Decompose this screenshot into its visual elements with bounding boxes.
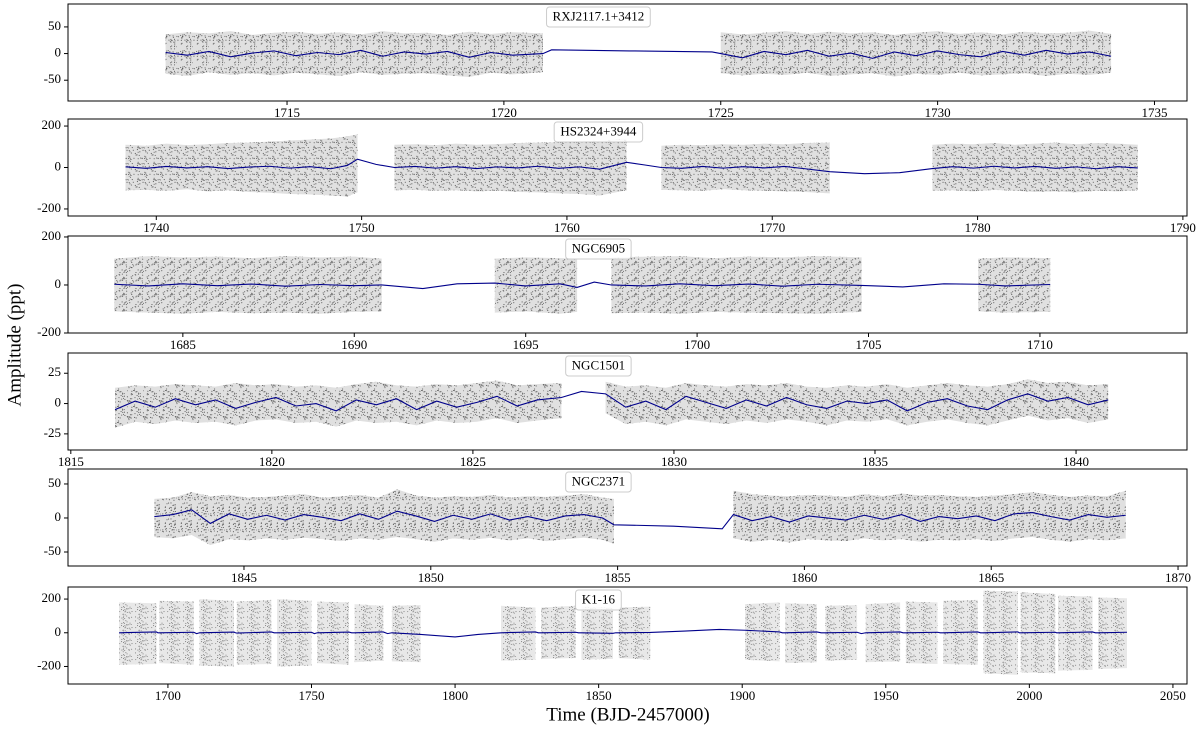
scatter-band <box>661 142 830 194</box>
x-tick-label: 1840 <box>1063 454 1089 469</box>
x-tick-label: 1690 <box>341 337 367 352</box>
scatter-band <box>785 603 817 664</box>
scatter-band <box>978 257 1051 313</box>
x-tick-label: 1820 <box>259 454 285 469</box>
x-tick-label: 1750 <box>349 220 375 235</box>
panel-label-box <box>546 6 651 28</box>
y-tick-label: 50 <box>48 475 61 490</box>
x-tick-label: 1720 <box>491 105 517 120</box>
panel-label-box <box>553 121 644 143</box>
y-tick-label: 0 <box>55 276 62 291</box>
y-tick-label: 200 <box>42 590 62 605</box>
scatter-band <box>733 490 1126 543</box>
y-tick-label: 0 <box>55 395 62 410</box>
x-tick-label: 1735 <box>1141 105 1167 120</box>
x-tick-label: 1730 <box>925 105 951 120</box>
scatter-band <box>394 138 627 196</box>
x-tick-label: 1790 <box>1170 220 1196 235</box>
x-tick-label: 1740 <box>143 220 169 235</box>
scatter-band <box>1098 597 1127 670</box>
panel-label-box <box>565 238 632 260</box>
plot-frame <box>67 352 1188 451</box>
panel-label: NGC2371 <box>572 473 625 488</box>
x-tick-label: 2000 <box>1016 688 1042 703</box>
light-curve <box>119 628 1127 638</box>
light-curve <box>154 509 1126 530</box>
x-tick-label: 1815 <box>58 454 84 469</box>
x-tick-label: 1950 <box>873 688 899 703</box>
light-curve <box>165 49 1112 59</box>
panel-label-box <box>565 471 632 493</box>
y-tick-label: 0 <box>55 45 62 60</box>
x-tick-label: 1770 <box>759 220 785 235</box>
y-tick-label: 0 <box>55 509 62 524</box>
x-tick-label: 1760 <box>554 220 580 235</box>
x-tick-label: 1780 <box>965 220 991 235</box>
y-tick-label: 25 <box>48 364 61 379</box>
x-tick-label: 1830 <box>661 454 687 469</box>
y-axis-label: Amplitude (ppt) <box>4 284 25 407</box>
x-tick-label: 1845 <box>231 570 257 585</box>
panel-label: NGC6905 <box>572 240 625 255</box>
y-tick-label: 0 <box>55 624 62 639</box>
x-tick-label: 1855 <box>605 570 631 585</box>
y-tick-label: -200 <box>37 200 61 215</box>
x-tick-label: 1860 <box>791 570 817 585</box>
x-tick-label: 1750 <box>298 688 324 703</box>
y-tick-label: 200 <box>42 228 62 243</box>
x-axis-label: Time (BJD-2457000) <box>546 704 709 725</box>
scatter-band <box>125 134 358 197</box>
x-tick-label: 1825 <box>460 454 486 469</box>
panel-label: HS2324+3944 <box>560 123 636 138</box>
x-tick-label: 1835 <box>862 454 888 469</box>
panel-label: RXJ2117.1+3412 <box>553 8 645 23</box>
y-tick-label: 200 <box>42 117 62 132</box>
x-tick-label: 2050 <box>1160 688 1186 703</box>
panel-label-box <box>565 355 632 377</box>
x-tick-label: 1710 <box>1027 337 1053 352</box>
panel-label-box <box>575 589 622 611</box>
x-tick-label: 1850 <box>418 570 444 585</box>
scatter-band <box>1058 595 1093 671</box>
y-tick-label: -25 <box>44 425 61 440</box>
scatter-band <box>115 380 562 428</box>
scatter-band <box>932 142 1138 193</box>
y-tick-label: 0 <box>55 158 62 173</box>
x-tick-label: 1685 <box>170 337 196 352</box>
y-tick-label: -50 <box>44 543 61 558</box>
y-tick-label: -200 <box>37 657 61 672</box>
x-tick-label: 1700 <box>155 688 181 703</box>
plot-frame <box>67 3 1188 102</box>
y-tick-label: -200 <box>37 324 61 339</box>
x-tick-label: 1705 <box>856 337 882 352</box>
x-tick-label: 1870 <box>1165 570 1191 585</box>
scatter-band <box>317 601 349 665</box>
x-tick-label: 1900 <box>729 688 755 703</box>
x-tick-label: 1725 <box>708 105 734 120</box>
panel-label: K1-16 <box>582 591 616 606</box>
x-tick-label: 1850 <box>586 688 612 703</box>
x-tick-label: 1715 <box>274 105 300 120</box>
light-curve <box>125 158 1138 175</box>
plot-frame <box>67 586 1188 685</box>
panel-label: NGC1501 <box>572 357 625 372</box>
scatter-band <box>354 604 384 663</box>
scatter-band <box>501 605 536 661</box>
x-tick-label: 1800 <box>442 688 468 703</box>
x-tick-label: 1695 <box>513 337 539 352</box>
y-tick-label: 50 <box>48 18 61 33</box>
scatter-band <box>618 606 651 660</box>
scatter-band <box>114 256 382 314</box>
x-tick-label: 1700 <box>684 337 710 352</box>
scatter-band <box>720 30 1112 77</box>
scatter-band <box>745 602 780 662</box>
light-curve <box>114 390 1109 412</box>
y-tick-label: -50 <box>44 71 61 86</box>
x-tick-label: 1865 <box>978 570 1004 585</box>
light-curve <box>114 281 1051 290</box>
scatter-band <box>165 31 543 78</box>
scatter-band <box>119 602 157 665</box>
